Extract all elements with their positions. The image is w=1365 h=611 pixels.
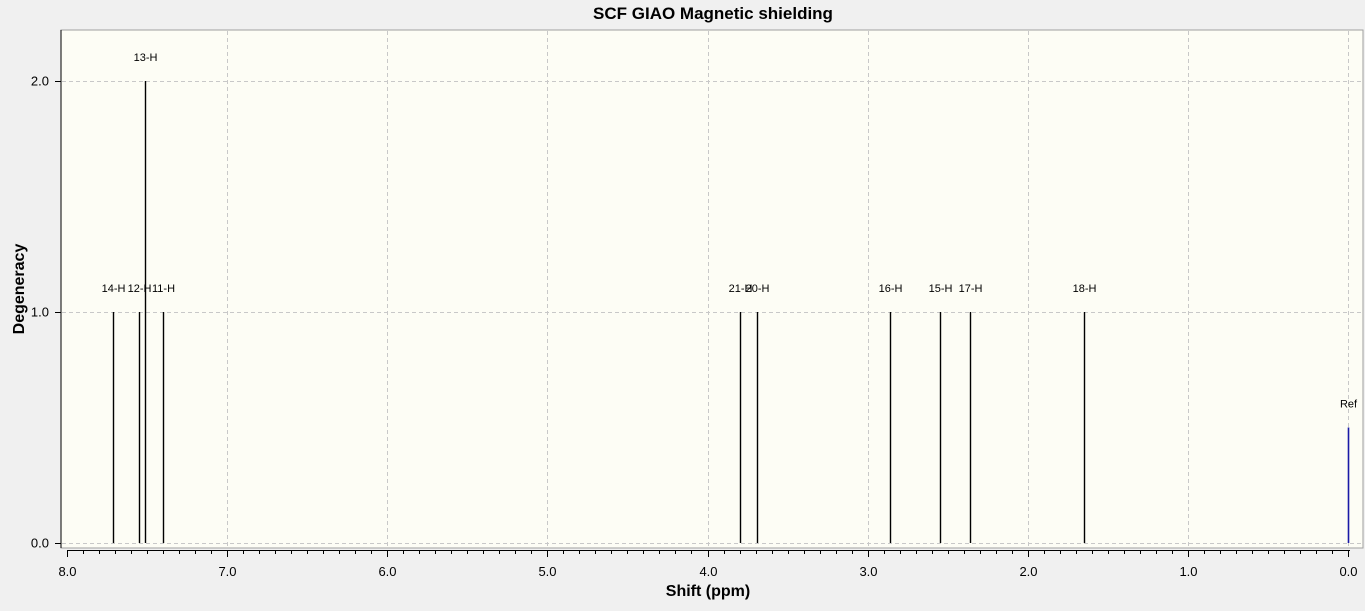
x-tick-label: 4.0 — [699, 564, 717, 579]
x-axis-label: Shift (ppm) — [666, 583, 750, 600]
x-tick-label: 6.0 — [378, 564, 396, 579]
y-tick-label: 0.0 — [31, 536, 49, 551]
y-axis-ticks: 0.0 1.0 2.0 — [31, 74, 61, 551]
peak-labels: 14-H 12-H 13-H 11-H 21-H20-H 16-H 15-H 17-H 18-H… — [102, 52, 1358, 411]
x-tick-label: 8.0 — [58, 564, 76, 579]
chart-title: SCF GIAO Magnetic shielding — [593, 4, 833, 23]
peak-label: 17-H — [959, 283, 983, 295]
x-tick-label: 2.0 — [1019, 564, 1037, 579]
x-axis-ticks: 8.0 7.0 6.0 5.0 4.0 3.0 2.0 1.0 0.0 — [58, 550, 1358, 579]
x-tick-label: 5.0 — [538, 564, 556, 579]
grid-lines — [62, 31, 1362, 547]
y-tick-label: 2.0 — [31, 74, 49, 89]
peak-label: 21-H — [729, 283, 753, 295]
peaks — [112, 81, 1350, 543]
x-tick-label: 7.0 — [218, 564, 236, 579]
peak-label: 12-H — [128, 283, 152, 295]
peak-label: 11-H — [152, 283, 175, 295]
peak-label: 15-H — [929, 283, 953, 295]
peak-label: 20-H — [746, 283, 770, 295]
x-tick-label: 1.0 — [1179, 564, 1197, 579]
peak-label: 14-H — [102, 283, 126, 295]
plot-area — [60, 29, 1364, 549]
x-tick-label: 3.0 — [859, 564, 877, 579]
peak-label: 16-H — [879, 283, 903, 295]
peak-label: 13-H — [134, 52, 158, 64]
reference-peak-label: Ref — [1340, 399, 1358, 411]
y-tick-label: 1.0 — [31, 305, 49, 320]
peak-label: 18-H — [1073, 283, 1097, 295]
x-tick-label: 0.0 — [1339, 564, 1357, 579]
y-axis-label: Degeneracy — [11, 244, 28, 335]
